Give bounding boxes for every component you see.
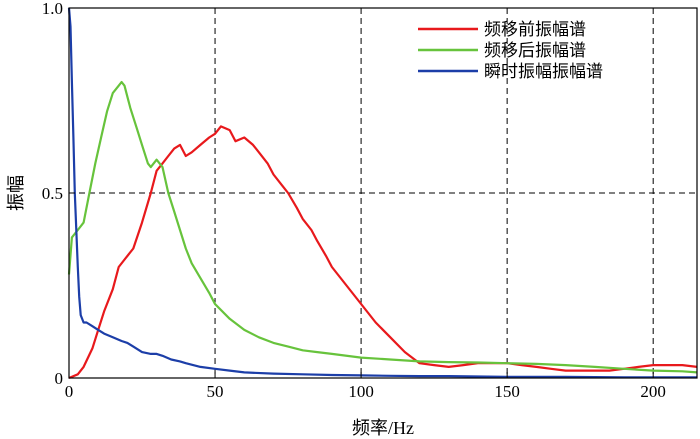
series-lines	[67, 7, 698, 380]
legend-label-after-shift: 频移后振幅谱	[484, 41, 586, 60]
x-tick-label-200: 200	[640, 382, 666, 401]
y-tick-label-0_5: 0.5	[42, 184, 63, 203]
legend-label-before-shift: 频移前振幅谱	[484, 20, 586, 39]
x-axis-title: 频率/Hz	[352, 418, 414, 438]
y-tick-label-0: 0	[55, 369, 64, 388]
x-tick-label-50: 50	[207, 382, 224, 401]
x-tick-label-150: 150	[494, 382, 520, 401]
legend-label-instantaneous: 瞬时振幅振幅谱	[484, 62, 603, 81]
series-line-after-shift	[67, 80, 698, 374]
grid-lines	[69, 8, 697, 378]
x-tick-label-0: 0	[65, 382, 74, 401]
axis-ticks: 0 50 100 150 200 0 0.5 1.0	[42, 0, 666, 401]
series-line-before-shift	[68, 125, 698, 380]
y-axis-title: 振幅	[6, 175, 26, 211]
series-line-instantaneous	[67, 7, 697, 379]
x-tick-label-100: 100	[348, 382, 374, 401]
y-tick-label-1: 1.0	[42, 0, 63, 18]
